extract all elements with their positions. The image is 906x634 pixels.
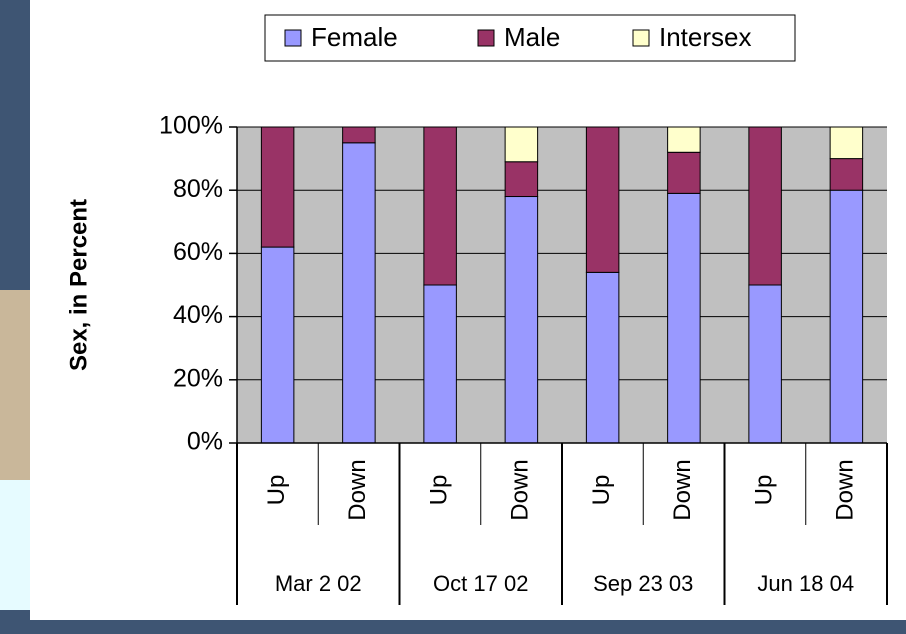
bar-segment [748, 284, 782, 444]
bar-segment [504, 126, 539, 163]
group-label: Sep 23 03 [593, 571, 693, 596]
x-tick-label: Down [507, 459, 534, 520]
x-tick-label: Up [425, 475, 452, 506]
y-axis-title: Sex, in Percent [65, 199, 92, 371]
group-label: Oct 17 02 [433, 571, 528, 596]
x-tick-label: Up [263, 475, 290, 506]
chart: 0% 20% 40% 60% 80% 100% Up Down Up Down Up Down Up Do… [159, 14, 888, 605]
plot-area [237, 127, 887, 443]
legend-swatch [284, 29, 302, 47]
bar-segment [829, 126, 864, 160]
group-label: Jun 18 04 [757, 571, 854, 596]
x-tick-label: Down [832, 459, 859, 520]
legend-swatch [632, 29, 650, 47]
bar-segment [585, 271, 620, 444]
group-label: Mar 2 02 [275, 571, 362, 596]
y-tick-label: 0% [187, 428, 223, 456]
y-tick-label: 80% [173, 175, 223, 203]
bar-segment [504, 196, 539, 444]
photo-fragment [0, 290, 30, 480]
cyan-panel [0, 480, 30, 610]
x-tick-label: Up [588, 475, 615, 506]
legend-label: Male [504, 22, 560, 52]
bar-segment [667, 151, 701, 194]
bar-segment [423, 284, 457, 444]
x-tick-label: Up [750, 475, 777, 506]
y-tick-label: 100% [159, 112, 223, 140]
bar-segment [829, 189, 864, 444]
bar-segment [829, 158, 864, 191]
bar-segment [667, 126, 701, 153]
legend-label: Intersex [659, 22, 752, 52]
legend-box [264, 14, 796, 62]
bar-segment [423, 126, 457, 286]
y-tick-label: 60% [173, 238, 223, 266]
bar-segment [748, 126, 782, 286]
x-tick-label: Down [669, 459, 696, 520]
bar-segment [342, 126, 376, 144]
legend-label: Female [311, 22, 398, 52]
bar-segment [585, 126, 620, 273]
bar-segment [260, 126, 295, 248]
x-tick-label: Down [344, 459, 371, 520]
bar-segment [342, 142, 376, 444]
bar-segment [667, 192, 701, 444]
y-tick-label: 40% [173, 301, 223, 329]
bar-segment [504, 161, 539, 198]
bar-segment [260, 246, 295, 444]
y-tick-label: 20% [173, 364, 223, 392]
legend-swatch [477, 29, 495, 47]
